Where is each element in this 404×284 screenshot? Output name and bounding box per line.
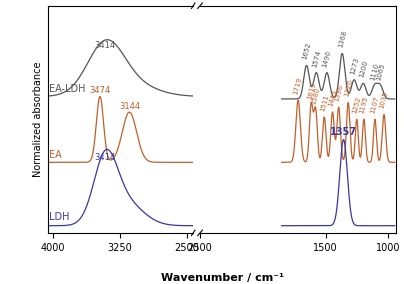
Text: 1273: 1273 xyxy=(349,56,359,75)
Text: 3144: 3144 xyxy=(119,102,140,111)
Text: 1396: 1396 xyxy=(333,83,344,103)
Text: 1107: 1107 xyxy=(370,95,380,114)
Text: 1615: 1615 xyxy=(306,81,316,100)
Text: 1580: 1580 xyxy=(310,86,321,105)
Y-axis label: Normalized absorbance: Normalized absorbance xyxy=(33,62,43,177)
Text: 1065: 1065 xyxy=(375,62,385,81)
Text: 1320: 1320 xyxy=(343,79,354,98)
Text: 1035: 1035 xyxy=(379,91,389,110)
Text: 1110: 1110 xyxy=(369,62,380,81)
Text: 1357: 1357 xyxy=(330,127,357,137)
Text: EA: EA xyxy=(49,150,62,160)
Text: 1511: 1511 xyxy=(319,93,329,112)
Text: 1574: 1574 xyxy=(311,49,322,68)
Text: 3474: 3474 xyxy=(89,86,111,95)
Text: 3414: 3414 xyxy=(95,153,116,162)
Text: 1652: 1652 xyxy=(301,42,312,61)
Text: 1252: 1252 xyxy=(351,96,362,114)
Text: 1195: 1195 xyxy=(359,96,369,114)
Text: 1490: 1490 xyxy=(322,49,332,68)
Text: LDH: LDH xyxy=(49,212,70,222)
Text: 1719: 1719 xyxy=(293,76,303,95)
Text: 1445: 1445 xyxy=(327,89,338,107)
Text: 1200: 1200 xyxy=(358,60,368,79)
Text: Wavenumber / cm⁻¹: Wavenumber / cm⁻¹ xyxy=(161,273,284,283)
Text: EA-LDH: EA-LDH xyxy=(49,84,86,94)
Text: 3414: 3414 xyxy=(95,41,116,50)
Text: 1368: 1368 xyxy=(337,30,347,49)
